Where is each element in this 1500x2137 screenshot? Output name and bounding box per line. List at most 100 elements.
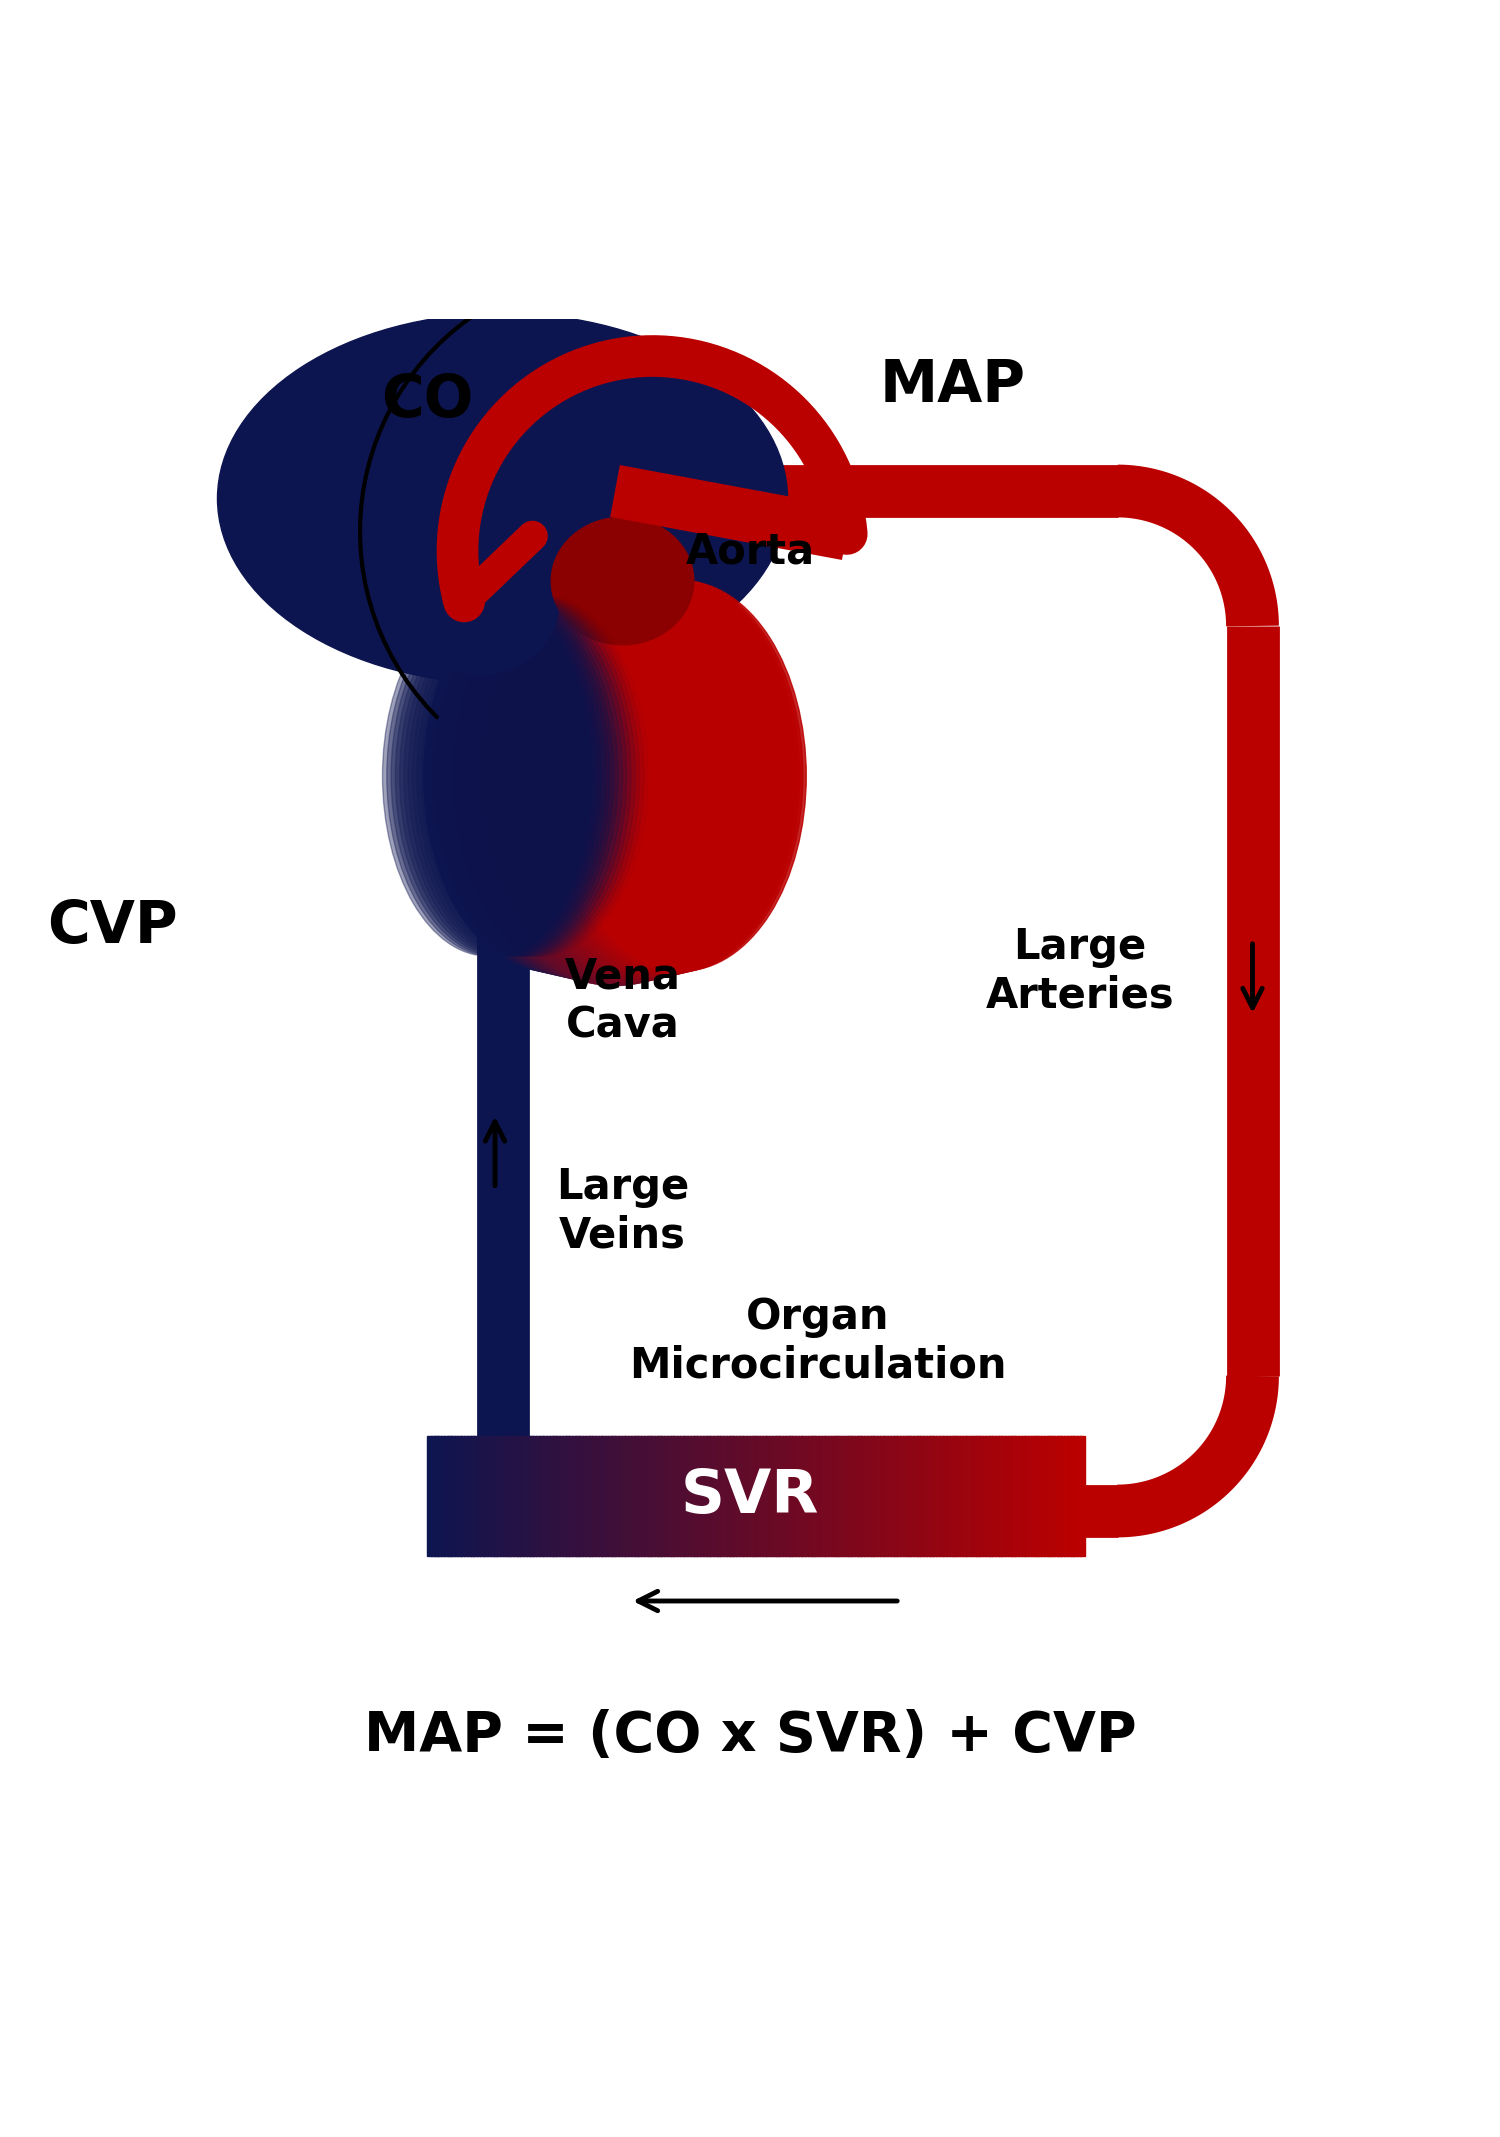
Bar xyxy=(598,1436,603,1556)
Bar xyxy=(726,1436,730,1556)
Bar xyxy=(483,1436,488,1556)
Bar xyxy=(572,1436,576,1556)
Text: Large
Arteries: Large Arteries xyxy=(986,925,1174,1017)
Bar xyxy=(530,1436,534,1556)
Bar xyxy=(608,1436,612,1556)
Bar xyxy=(427,1436,432,1556)
Bar xyxy=(992,1436,996,1556)
Ellipse shape xyxy=(399,596,609,955)
Bar xyxy=(900,1436,904,1556)
Ellipse shape xyxy=(382,596,592,955)
Ellipse shape xyxy=(423,581,672,970)
Bar xyxy=(950,1436,954,1556)
Bar xyxy=(740,1436,744,1556)
Text: Aorta: Aorta xyxy=(686,530,814,573)
Bar xyxy=(585,1436,590,1556)
Bar xyxy=(958,1436,963,1556)
Bar xyxy=(762,1436,766,1556)
Bar xyxy=(1058,1436,1062,1556)
Ellipse shape xyxy=(402,532,558,675)
Bar xyxy=(928,1436,934,1556)
Bar xyxy=(720,1436,724,1556)
Bar xyxy=(699,1436,705,1556)
Bar xyxy=(640,1436,645,1556)
Bar xyxy=(654,1436,658,1556)
Ellipse shape xyxy=(536,577,794,974)
Bar xyxy=(978,1436,982,1556)
Bar xyxy=(634,1436,639,1556)
Ellipse shape xyxy=(530,575,789,977)
Ellipse shape xyxy=(460,571,736,983)
Ellipse shape xyxy=(524,575,786,977)
Bar xyxy=(1011,1436,1016,1556)
Bar xyxy=(680,1436,684,1556)
Bar xyxy=(873,1436,877,1556)
Bar xyxy=(1044,1436,1048,1556)
Bar xyxy=(867,1436,871,1556)
Bar xyxy=(864,1436,868,1556)
Bar xyxy=(906,1436,910,1556)
Bar xyxy=(962,1436,966,1556)
Bar xyxy=(588,1436,592,1556)
Bar xyxy=(804,1436,810,1556)
Bar xyxy=(1022,1436,1026,1556)
Ellipse shape xyxy=(482,568,762,985)
Ellipse shape xyxy=(427,579,676,972)
Bar xyxy=(1028,1436,1032,1556)
Bar xyxy=(808,1436,813,1556)
Bar xyxy=(562,1436,567,1556)
Bar xyxy=(712,1436,717,1556)
Bar xyxy=(776,1436,780,1556)
Bar xyxy=(490,1436,495,1556)
Bar xyxy=(716,1436,722,1556)
Bar xyxy=(876,1436,882,1556)
Bar xyxy=(579,1436,584,1556)
Bar xyxy=(768,1436,774,1556)
Bar xyxy=(886,1436,891,1556)
Bar xyxy=(824,1436,830,1556)
Ellipse shape xyxy=(500,571,772,981)
Text: Organ
Microcirculation: Organ Microcirculation xyxy=(628,1297,1007,1387)
Bar xyxy=(1066,1436,1071,1556)
Ellipse shape xyxy=(417,596,627,955)
Bar xyxy=(897,1436,902,1556)
Bar xyxy=(480,1436,484,1556)
Bar xyxy=(850,1436,855,1556)
Bar xyxy=(1054,1436,1059,1556)
Bar xyxy=(784,1436,789,1556)
Bar xyxy=(668,1436,672,1556)
Ellipse shape xyxy=(396,596,606,955)
Ellipse shape xyxy=(558,581,807,970)
Bar xyxy=(660,1436,664,1556)
Ellipse shape xyxy=(422,596,632,955)
Ellipse shape xyxy=(430,579,682,972)
Bar xyxy=(496,1436,501,1556)
Bar xyxy=(798,1436,802,1556)
Bar xyxy=(853,1436,858,1556)
Bar xyxy=(834,1436,839,1556)
Bar xyxy=(735,1436,741,1556)
Bar xyxy=(729,1436,734,1556)
Ellipse shape xyxy=(458,571,730,981)
Ellipse shape xyxy=(429,596,639,955)
Bar xyxy=(1034,1436,1040,1556)
Ellipse shape xyxy=(506,573,776,981)
Bar xyxy=(450,1436,454,1556)
Bar xyxy=(706,1436,711,1556)
Ellipse shape xyxy=(444,575,706,977)
Bar xyxy=(818,1436,822,1556)
Bar xyxy=(500,1436,504,1556)
Bar xyxy=(815,1436,819,1556)
Ellipse shape xyxy=(542,577,796,974)
Ellipse shape xyxy=(387,596,597,955)
Bar xyxy=(582,1436,586,1556)
Bar xyxy=(618,1436,622,1556)
Bar xyxy=(663,1436,669,1556)
Bar xyxy=(788,1436,794,1556)
Bar xyxy=(441,1436,446,1556)
Bar xyxy=(723,1436,728,1556)
Bar xyxy=(792,1436,796,1556)
Bar xyxy=(444,1436,448,1556)
Ellipse shape xyxy=(518,573,783,979)
Bar xyxy=(782,1436,786,1556)
